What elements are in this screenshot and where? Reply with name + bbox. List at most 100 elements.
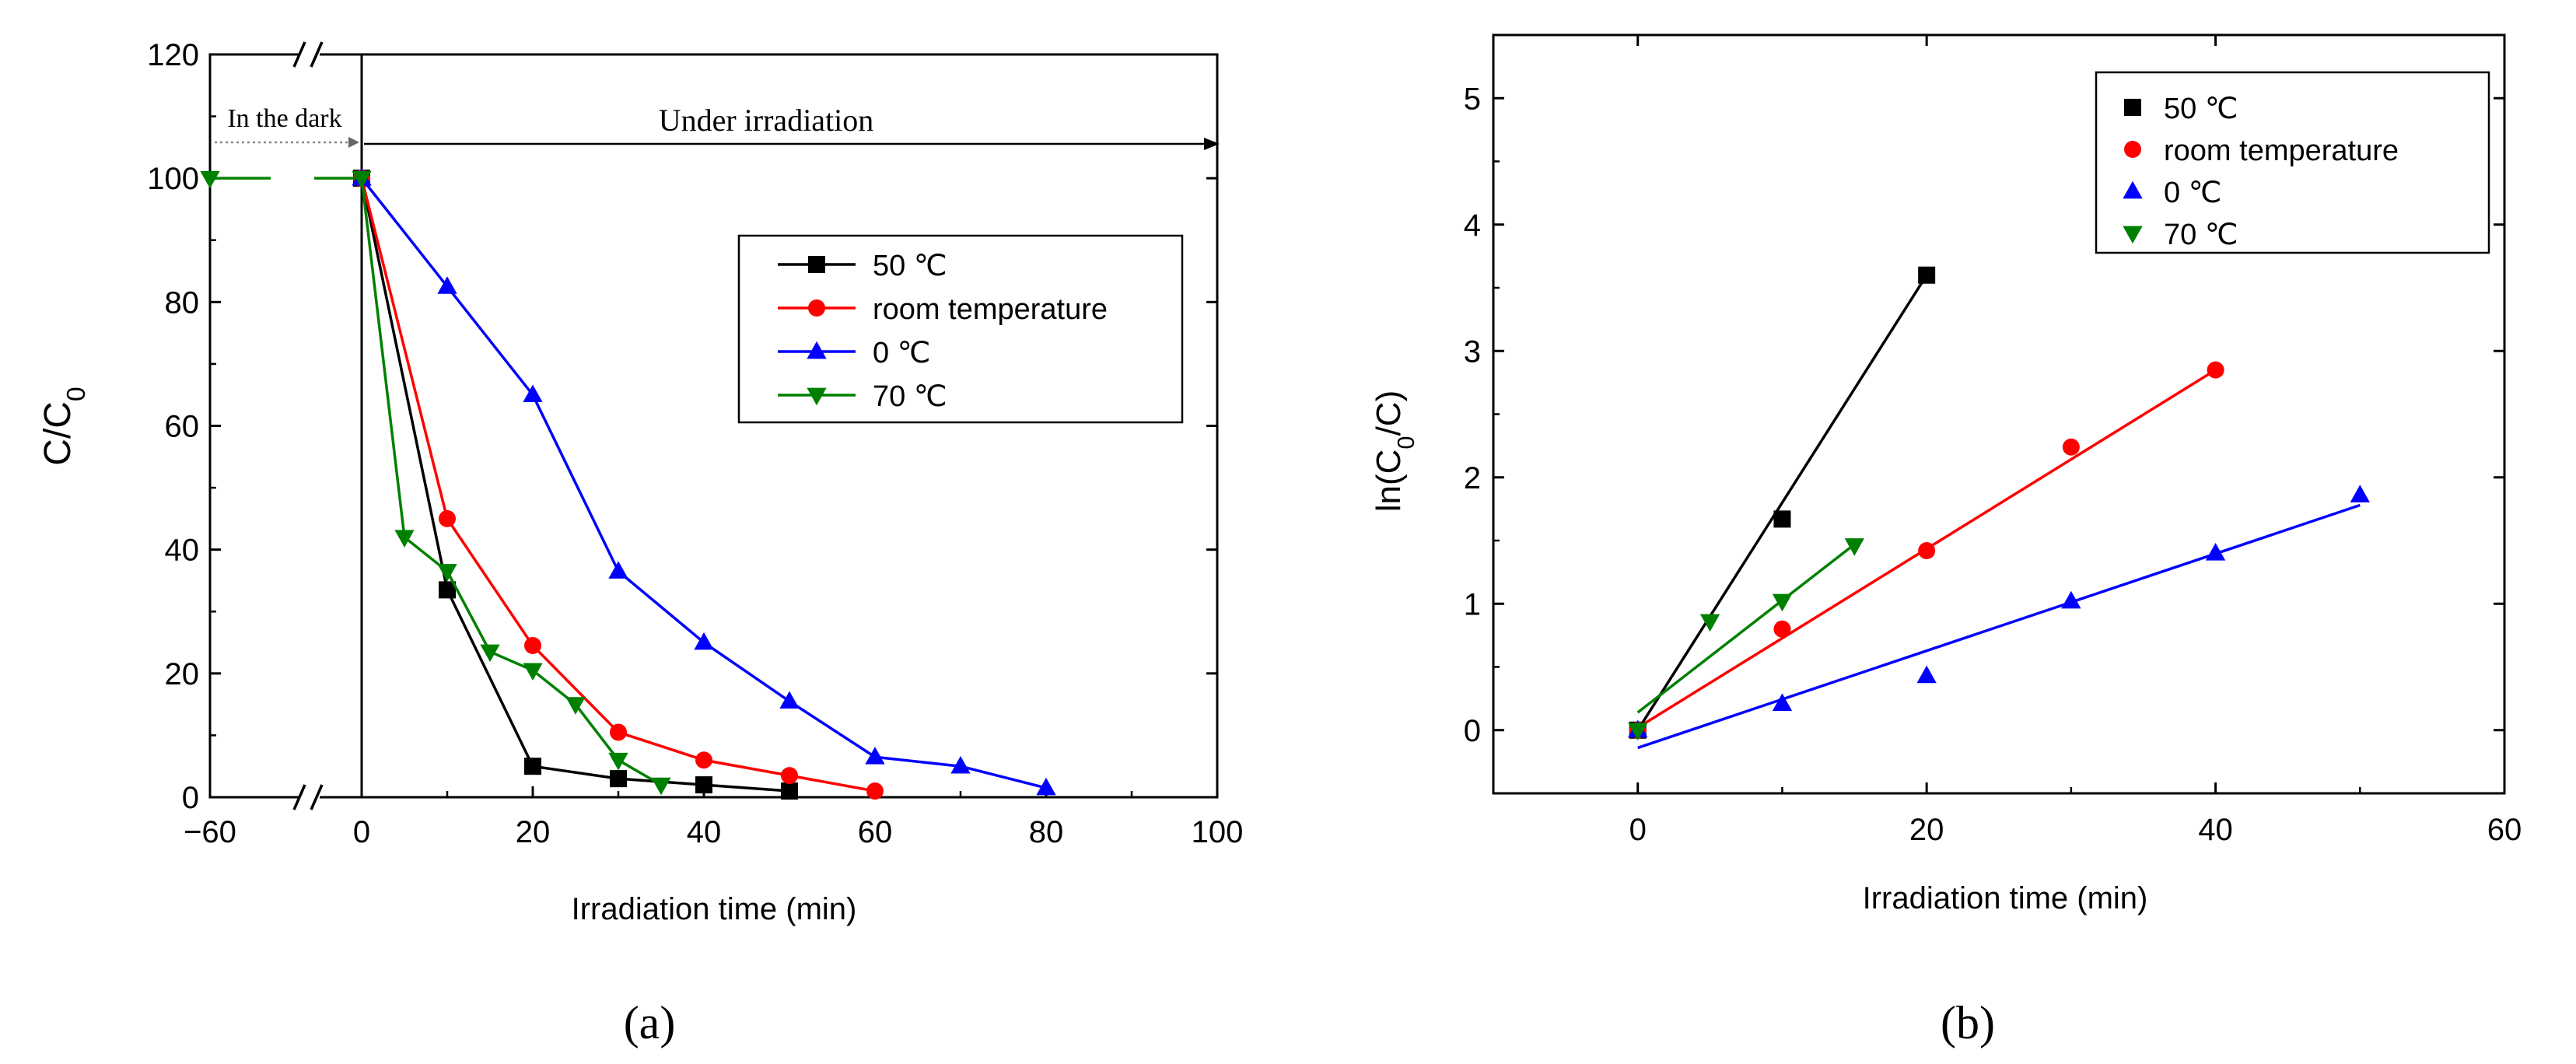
data-point [1916,665,1937,684]
y-tick-label: 3 [1464,334,1481,369]
x-tick-label: 100 [1192,815,1244,849]
data-point [1918,542,1936,559]
data-point [437,564,457,582]
legend-label: 0 ℃ [873,337,930,369]
data-point [779,691,800,709]
data-point [1036,777,1056,796]
data-point [1844,538,1864,556]
legend-item-50: 50 ℃ [778,250,947,282]
annotation-dark: In the dark [227,104,341,133]
y-tick-label: 2 [1464,461,1481,495]
x-tick-label: 0 [1629,813,1647,847]
data-point [200,170,220,189]
legend-item-70: 70 ℃ [2123,219,2238,251]
x-axis-label: Irradiation time (min) [1863,881,2148,915]
x-tick-label: 40 [2198,813,2233,847]
data-point [1773,510,1791,528]
series-70 [1628,538,1864,740]
data-point [608,752,628,771]
data-point [950,756,971,774]
x-tick-label: 80 [1029,815,1064,849]
legend: 50 ℃ room temperature 0 ℃ 70 ℃ [737,234,1184,424]
legend-label: room temperature [2164,135,2399,167]
x-axis-label: Irradiation time (min) [572,892,857,926]
data-point [695,776,712,794]
panel-b: 0 1 2 3 4 5 0 20 40 60 Irradiation time (min) ln(C0… [1370,33,2522,1048]
series-line [360,177,662,786]
legend-item-0: 0 ℃ [2123,177,2221,209]
legend-item-50: 50 ℃ [2124,93,2238,125]
data-point [781,767,798,785]
data-point [610,723,627,741]
data-point [608,561,628,579]
data-point [651,777,671,796]
data-point [394,530,415,548]
legend-item-0: 0 ℃ [778,337,930,369]
data-point [695,751,712,769]
data-point [480,644,500,663]
data-point [439,509,456,527]
data-point [352,170,372,189]
data-point [1918,266,1936,284]
x-tick-label: 40 [687,815,722,849]
x-tick-label: 20 [516,815,551,849]
data-point [2062,438,2080,456]
y-tick-label: 80 [165,285,200,320]
data-point [694,632,714,650]
series-room-temperature [353,170,884,800]
y-axis-label: C/C0 [37,387,91,465]
x-tick-label: 60 [858,815,893,849]
legend-box [2095,71,2490,254]
legend-label: 0 ℃ [2164,177,2221,209]
data-point [2061,590,2081,609]
data-point [439,581,456,599]
data-point [1628,723,1648,740]
series-0 [352,167,1056,796]
data-point [866,782,884,800]
y-tick-label: 120 [147,38,199,72]
data-point [781,782,798,800]
data-point [524,637,541,655]
data-point [1699,614,1720,632]
data-point [1773,620,1791,638]
fit-line [1637,503,2361,750]
legend-marker [807,341,827,359]
data-point [524,758,541,775]
panel-label-b: (b) [1941,997,1995,1048]
x-tick-label: 0 [353,815,370,849]
legend-marker [808,299,825,317]
data-point [1772,593,1793,612]
data-point [523,663,543,681]
legend-marker [2124,99,2141,116]
x-tick-label: 60 [2487,813,2522,847]
y-tick-label: 1 [1464,587,1481,621]
axis-break-mark [292,784,306,810]
data-point [2350,485,2370,502]
legend-label: 50 ℃ [873,250,947,282]
axis-break-mark [292,41,306,68]
y-tick-label: 60 [165,410,200,444]
data-point [865,747,885,765]
legend-item-70: 70 ℃ [778,380,947,413]
legend-marker [2123,180,2143,199]
data-point [523,384,543,403]
series-line [360,177,790,793]
x-tick-label: 20 [1909,813,1944,847]
legend-label: 70 ℃ [873,380,947,413]
annotation-irradiation: Under irradiation [659,103,874,138]
legend: 50 ℃ room temperature 0 ℃ 70 ℃ [2095,71,2490,254]
data-point [2205,543,2226,561]
annotation-dark-arrowhead [348,137,359,148]
y-tick-label: 0 [1464,714,1481,748]
data-point [610,770,627,788]
y-axis-label: ln(C0/C) [1370,390,1419,512]
annotation-irradiation-arrowhead [1204,138,1220,150]
series-70 [200,170,671,796]
y-tick-label: 4 [1464,208,1481,243]
legend-item-room-temperature: room temperature [2124,135,2399,167]
data-point [2207,361,2224,379]
data-point [565,697,586,715]
legend-marker [2123,226,2143,244]
